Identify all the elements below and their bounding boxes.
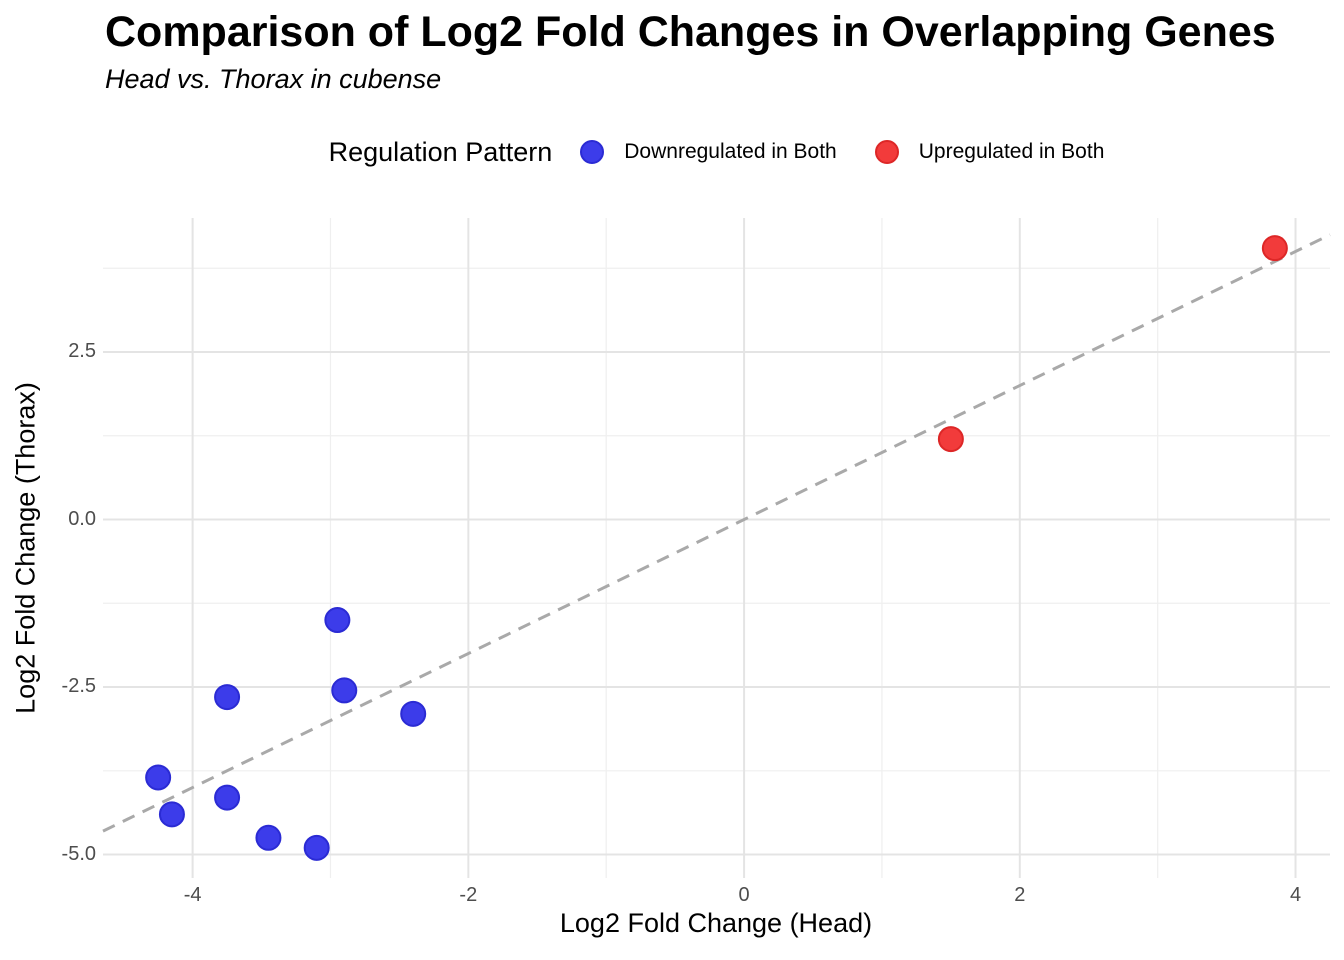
y-tick-label: 2.5 xyxy=(68,340,96,362)
y-tick-label: -5.0 xyxy=(61,842,96,865)
legend-item-label: Upregulated in Both xyxy=(918,140,1105,163)
x-tick-label: -4 xyxy=(183,884,202,906)
legend-items: Downregulated in Both Upregulated in Both xyxy=(580,140,1104,164)
chart-title: Comparison of Log2 Fold Changes in Overl… xyxy=(105,8,1276,56)
legend-title: Regulation Pattern xyxy=(328,136,553,167)
data-point-downregulated-in-both xyxy=(324,607,351,634)
x-tick-label: 2 xyxy=(1014,884,1026,906)
x-tick-label: 4 xyxy=(1289,884,1302,906)
data-point-downregulated-in-both xyxy=(303,834,330,861)
legend-dot-icon xyxy=(874,140,899,164)
x-axis-title: Log2 Fold Change (Head) xyxy=(559,908,873,938)
legend-item-downregulated-in-both: Downregulated in Both xyxy=(580,140,837,164)
identity-reference-line xyxy=(102,233,1331,833)
legend: Regulation Pattern Downregulated in Both… xyxy=(103,130,1330,174)
legend-item-upregulated-in-both: Upregulated in Both xyxy=(874,140,1105,164)
data-point-downregulated-in-both xyxy=(158,801,185,828)
y-tick-label: -2.5 xyxy=(61,675,96,698)
x-tick-label: -2 xyxy=(459,884,478,906)
y-axis-title: Log2 Fold Change (Thorax) xyxy=(10,382,41,714)
legend-dot-icon xyxy=(580,140,605,164)
legend-item-label: Downregulated in Both xyxy=(624,140,837,163)
data-point-upregulated-in-both xyxy=(1261,235,1288,262)
data-point-downregulated-in-both xyxy=(214,784,241,811)
data-point-downregulated-in-both xyxy=(214,684,241,711)
data-point-upregulated-in-both xyxy=(937,426,964,453)
y-tick-label: 0.0 xyxy=(68,507,96,530)
chart-subtitle: Head vs. Thorax in cubense xyxy=(105,64,442,94)
data-point-downregulated-in-both xyxy=(255,824,282,851)
data-point-downregulated-in-both xyxy=(400,700,427,727)
data-point-downregulated-in-both xyxy=(145,764,172,791)
x-tick-label: 0 xyxy=(738,884,750,906)
data-point-downregulated-in-both xyxy=(331,677,358,704)
